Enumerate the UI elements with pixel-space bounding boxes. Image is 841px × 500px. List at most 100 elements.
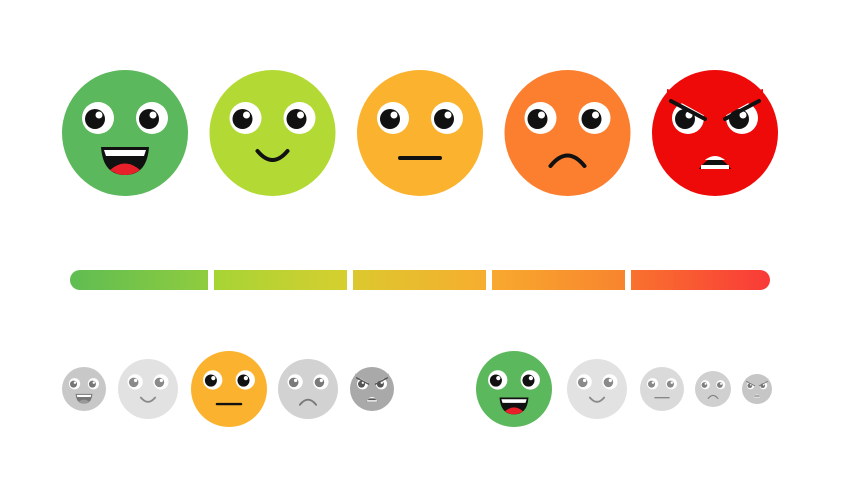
pupil [434,109,454,129]
brow [758,378,769,386]
face-circle [209,70,336,196]
emoji-face [357,70,483,196]
mouth [707,394,719,400]
eye-shine [211,376,216,381]
face-circle [62,367,106,411]
pupil [154,377,165,388]
bar-segment [353,270,486,290]
emoji-face [504,70,631,196]
pupil [286,109,307,129]
face-circle [504,70,631,196]
eye-shine [297,111,304,119]
eye-shine [92,381,95,384]
bar-segment [70,270,208,290]
emoji-face [62,70,188,196]
pupil [380,109,400,129]
emoji-face [209,70,336,196]
eye-shine [133,378,138,383]
emoji-face [640,367,684,411]
face-circle [640,367,684,411]
eye-shine [95,111,103,119]
pupil [717,382,723,388]
eye-shine [538,111,545,119]
eye-shine [390,111,398,119]
teeth [705,156,725,160]
face-circle [742,374,772,404]
teeth [754,394,760,396]
pupil [314,377,325,388]
eye-shine [651,381,655,384]
teeth [76,394,92,398]
face-circle [278,359,338,419]
emoji-face [191,351,267,427]
bar-segment [214,270,347,290]
teeth [104,150,146,156]
face-circle [476,351,552,427]
mouth [139,396,157,403]
pupil [666,380,674,388]
eye-shine [159,378,163,383]
brow [745,378,756,386]
eye-shine [73,381,77,384]
eye-shine [243,376,248,381]
pupil [128,377,139,388]
brow-line [355,377,370,385]
face-circle [350,367,394,411]
eye-shine [704,382,707,385]
pupil [204,374,217,387]
eye-shine [762,383,765,386]
tongue [78,399,90,404]
eye-shine [592,111,599,119]
face-circle [62,70,188,196]
eye-shine [380,381,383,384]
face-circle [357,70,483,196]
brow [355,373,370,384]
tongue [504,407,524,415]
teeth [367,400,377,402]
pupil [581,109,602,129]
face-circle [567,359,627,419]
emoji-face [278,359,338,419]
emoji-face [118,359,178,419]
emoji-face [652,70,778,196]
mouth [298,398,318,406]
eye-shine [720,382,722,385]
teeth [368,397,376,399]
pupil [237,374,250,387]
eye-shine [608,378,612,383]
emoji-face [742,374,772,404]
brow [723,89,763,117]
brow [374,373,389,384]
brow-line [374,377,389,385]
eye-shine [582,378,587,383]
eye-shine [243,111,250,119]
pupil [232,109,253,129]
eye-shine [444,111,452,119]
brow-line [746,380,756,387]
eye-shine [739,111,747,119]
brow-line [669,99,707,121]
eye-shine [149,111,157,119]
pupil [701,382,708,388]
teeth [501,399,527,403]
eye-shine [670,381,673,384]
rating-bar [70,270,770,290]
pupil [577,377,588,388]
pupil [527,109,548,129]
pupil [603,377,614,388]
pupil [139,109,159,129]
emoji-face [62,367,106,411]
mouth [548,153,587,168]
pupil [85,109,105,129]
mouth [588,396,606,403]
face-circle [191,351,267,427]
emoji-face [567,359,627,419]
emoji-face [350,367,394,411]
mouth [255,149,290,162]
face-circle [652,70,778,196]
pupil [288,377,299,388]
brow [667,89,707,117]
teeth [753,396,761,398]
